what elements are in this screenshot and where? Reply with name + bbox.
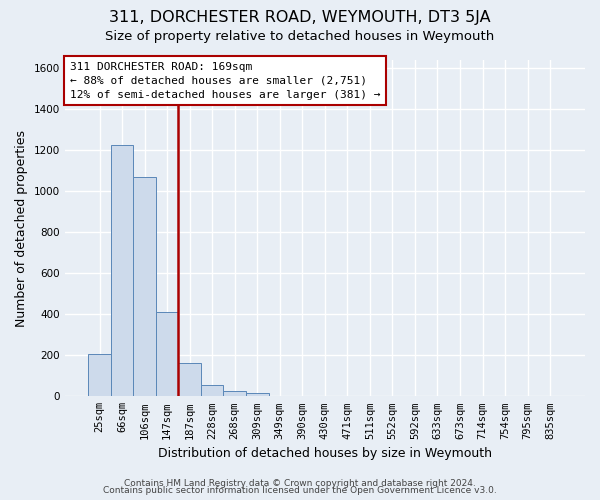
- Bar: [178, 364, 201, 396]
- Bar: [111, 145, 133, 397]
- Text: 311 DORCHESTER ROAD: 169sqm
← 88% of detached houses are smaller (2,751)
12% of : 311 DORCHESTER ROAD: 169sqm ← 88% of det…: [70, 62, 380, 100]
- Bar: [246, 392, 269, 396]
- Y-axis label: Number of detached properties: Number of detached properties: [15, 130, 28, 326]
- Bar: [223, 391, 246, 396]
- Text: Contains HM Land Registry data © Crown copyright and database right 2024.: Contains HM Land Registry data © Crown c…: [124, 478, 476, 488]
- Bar: [88, 354, 111, 397]
- Bar: [201, 385, 223, 396]
- Text: Contains public sector information licensed under the Open Government Licence v3: Contains public sector information licen…: [103, 486, 497, 495]
- X-axis label: Distribution of detached houses by size in Weymouth: Distribution of detached houses by size …: [158, 447, 492, 460]
- Text: Size of property relative to detached houses in Weymouth: Size of property relative to detached ho…: [106, 30, 494, 43]
- Bar: [156, 312, 178, 396]
- Bar: [133, 177, 156, 396]
- Text: 311, DORCHESTER ROAD, WEYMOUTH, DT3 5JA: 311, DORCHESTER ROAD, WEYMOUTH, DT3 5JA: [109, 10, 491, 25]
